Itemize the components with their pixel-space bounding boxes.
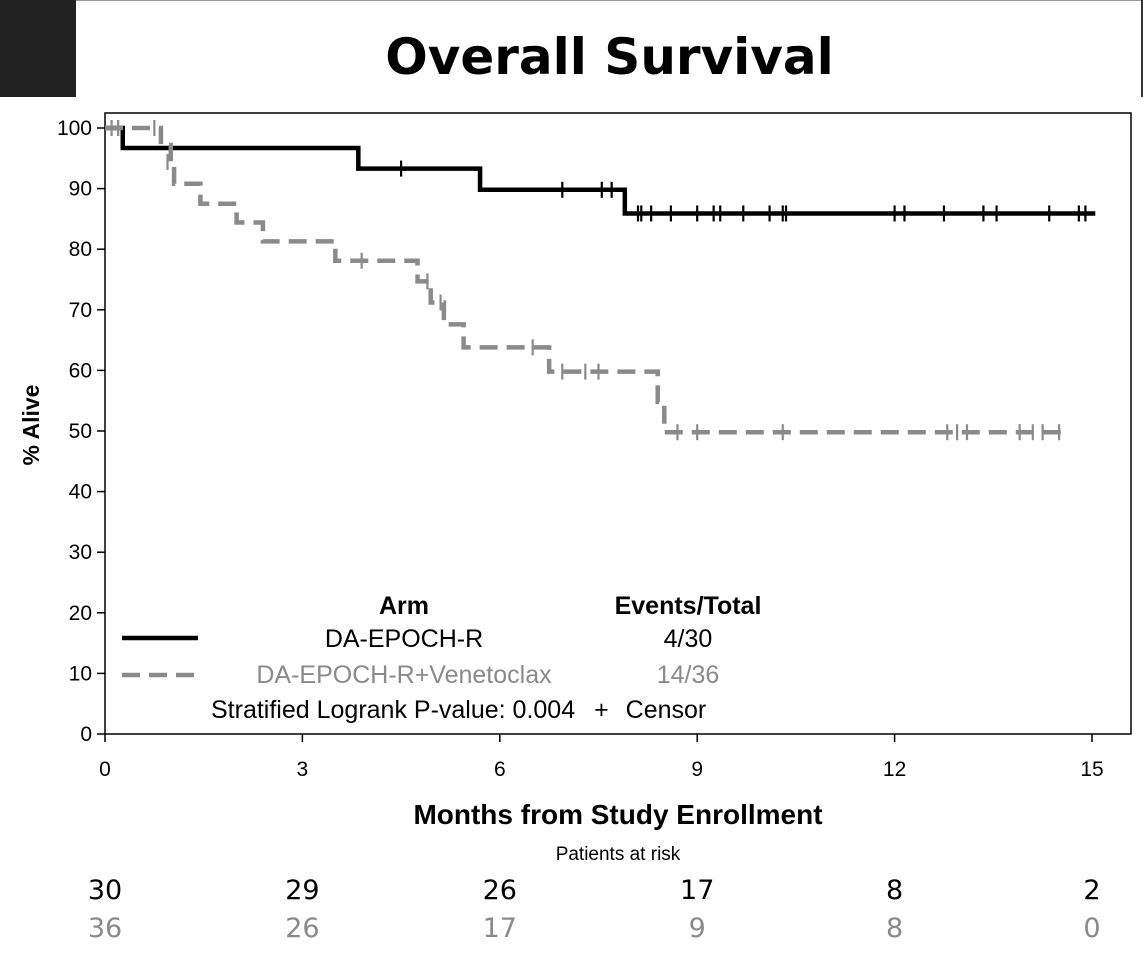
- at-risk-count: 8: [886, 913, 903, 944]
- y-axis-label: % Alive: [18, 385, 44, 466]
- at-risk-count: 30: [88, 875, 122, 906]
- legend-label-venetoclax: DA-EPOCH-R+Venetoclax: [256, 661, 552, 689]
- legend-footnote: Stratified Logrank P-value: 0.004 + Cens…: [211, 696, 706, 724]
- at-risk-count: 8: [886, 875, 903, 906]
- survival-curve-da-epoch-r-venetoclax: [105, 125, 1066, 435]
- at-risk-count: 36: [88, 913, 122, 944]
- legend: Arm Events/Total DA-EPOCH-R 4/30 DA-EPOC…: [122, 592, 761, 724]
- curves: [105, 125, 1096, 435]
- at-risk-count: 29: [285, 875, 319, 906]
- y-tick-label: 50: [69, 420, 92, 443]
- x-axis-label: Months from Study Enrollment: [413, 799, 822, 830]
- at-risk-count: 26: [285, 913, 319, 944]
- at-risk-table: 30 29 26 17 8 2 36 26 17 9 8 0: [88, 875, 1101, 944]
- legend-label-da-epoch-r: DA-EPOCH-R: [325, 625, 483, 653]
- corner-block: [0, 0, 76, 97]
- y-tick-label: 40: [69, 481, 92, 504]
- y-tick-label: 20: [69, 602, 92, 625]
- at-risk-count: 9: [689, 913, 706, 944]
- legend-events-da-epoch-r: 4/30: [664, 625, 713, 653]
- logrank-pvalue: Stratified Logrank P-value: 0.004: [211, 696, 575, 724]
- x-axis: 0 3 6 9 12 15: [99, 734, 1104, 781]
- legend-title: Arm: [379, 592, 429, 620]
- censor-marks: [110, 120, 1087, 441]
- y-tick-label: 60: [69, 359, 92, 382]
- title-frame-top: [76, 0, 1143, 1]
- x-tick-label: 3: [297, 758, 309, 781]
- x-tick-label: 0: [99, 758, 111, 781]
- legend-events-venetoclax: 14/36: [657, 661, 720, 689]
- y-tick-label: 90: [69, 178, 92, 201]
- at-risk-count: 2: [1083, 875, 1100, 906]
- y-tick-label: 30: [69, 541, 92, 564]
- censor-label: Censor: [626, 696, 707, 724]
- legend-events-header: Events/Total: [615, 592, 762, 620]
- at-risk-count: 17: [483, 913, 517, 944]
- survival-curve-da-epoch-r: [105, 125, 1096, 216]
- chart-title: Overall Survival: [385, 28, 834, 86]
- at-risk-count: 17: [680, 875, 714, 906]
- censor-symbol: +: [594, 696, 609, 724]
- at-risk-count: 26: [483, 875, 517, 906]
- y-tick-label: 100: [57, 117, 92, 140]
- x-tick-label: 6: [494, 758, 506, 781]
- plot-frame: [104, 112, 1132, 735]
- y-axis: 0 10 20 30 40 50 60 70 80 90 100: [57, 117, 105, 746]
- y-tick-label: 0: [80, 723, 92, 746]
- title-frame-right: [1141, 0, 1143, 97]
- y-tick-label: 80: [69, 238, 92, 261]
- at-risk-title: Patients at risk: [556, 844, 681, 865]
- y-tick-label: 10: [69, 662, 92, 685]
- x-tick-label: 15: [1080, 758, 1103, 781]
- at-risk-count: 0: [1083, 913, 1100, 944]
- x-tick-label: 9: [691, 758, 703, 781]
- y-tick-label: 70: [69, 299, 92, 322]
- x-tick-label: 12: [883, 758, 906, 781]
